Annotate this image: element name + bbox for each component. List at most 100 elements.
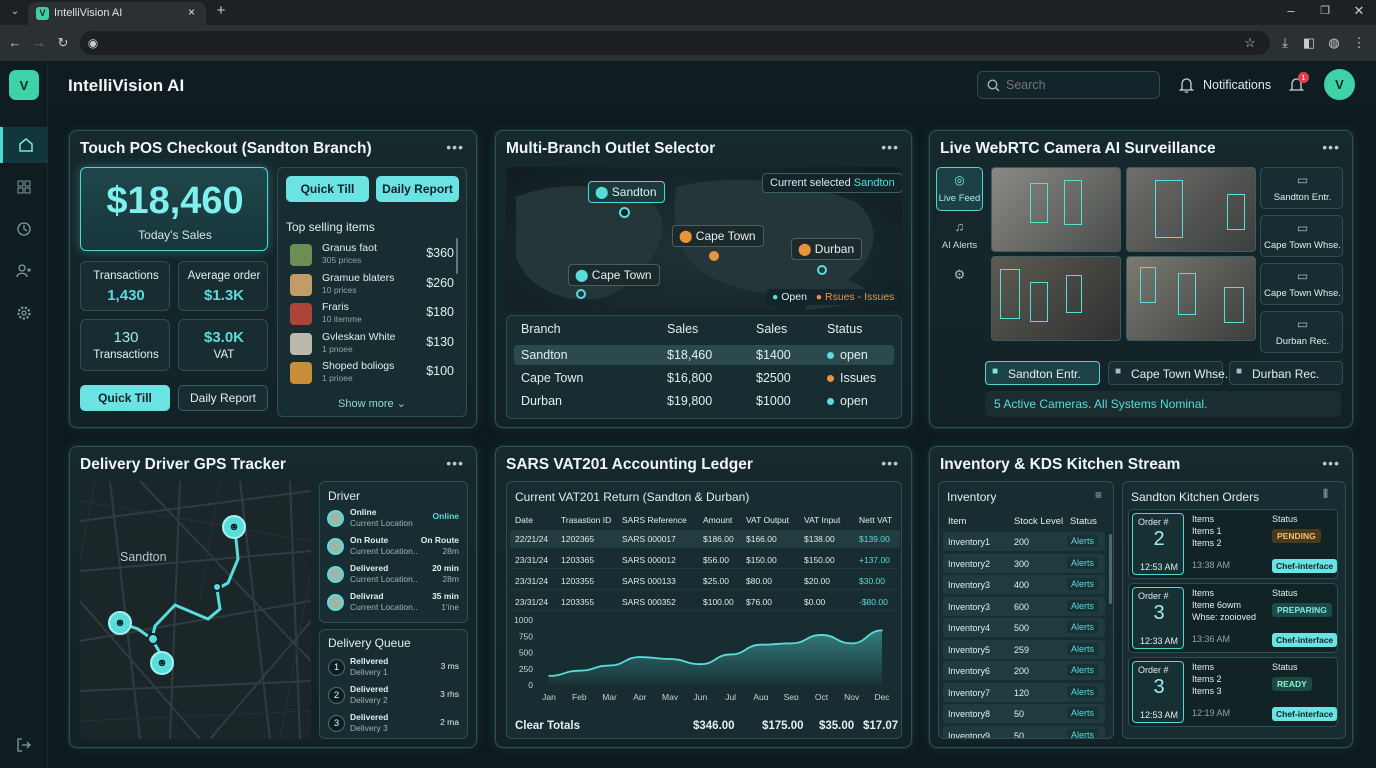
branch-table-row[interactable]: Durban $19,800 $1000 open [514,391,894,411]
quick-till-top-button[interactable]: Quick Till [286,176,369,202]
bell-icon[interactable] [1179,77,1194,93]
close-window-icon[interactable]: ✕ [1353,3,1365,18]
camera-feed[interactable] [1126,167,1256,252]
more-options-icon[interactable]: ••• [881,139,899,155]
reload-icon[interactable]: ↻ [57,35,69,50]
notifications-label[interactable]: Notifications [1203,78,1272,92]
nav-clock-icon[interactable] [0,211,48,247]
site-info-icon[interactable]: ◉ [87,36,99,50]
driver-pin-1[interactable]: ☻ [222,515,246,539]
inventory-scrollbar[interactable] [1109,534,1112,604]
inventory-row[interactable]: Inventory8 50 Alerts [943,704,1105,723]
camera-source-button[interactable]: ▭ Cape Town Whse. [1260,263,1343,305]
kitchen-order-card[interactable]: Order #2 12:53 AM Items Items 1 Items 2 13:38… [1128,509,1338,579]
profile-icon[interactable]: ◍ [1328,35,1340,50]
driver-row[interactable]: Delivered Current Location.. 20 min 28m [324,562,465,588]
forward-icon[interactable]: → [32,35,46,50]
camera-tab[interactable]: ■ Durban Rec. [1229,361,1343,385]
inventory-row[interactable]: Inventory9 50 Alerts [943,725,1105,738]
camera-feed[interactable] [991,256,1121,341]
queue-row[interactable]: 2 Delivered Delivery 2 3 rhs [324,683,465,709]
queue-row[interactable]: 3 Delivered Delivery 3 2 ma [324,711,465,737]
inventory-row[interactable]: Inventory7 120 Alerts [943,682,1105,702]
app-logo[interactable]: V [9,70,39,100]
nav-home-icon[interactable] [0,127,48,163]
pin-cape-town-2[interactable]: ⬤ Cape Town [568,264,660,286]
user-avatar[interactable]: V [1324,69,1355,100]
nav-grid-icon[interactable] [0,169,48,205]
notification-bell-icon[interactable] [1289,77,1304,93]
search-input[interactable] [1006,77,1151,93]
daily-report-top-button[interactable]: Daily Report [376,176,459,202]
chef-interface-button[interactable]: Chef-interface [1272,633,1338,647]
pin-durban[interactable]: ⬤ Durban [791,238,863,260]
inventory-row[interactable]: Inventory5 259 Alerts [943,639,1105,659]
more-options-icon[interactable]: ••• [1322,455,1340,471]
vat-table-row[interactable]: 22/21/24 1202365 SARS 000017 $186.00 $166.00… [510,530,900,548]
download-icon[interactable]: ⤓ [1282,35,1288,50]
branch-table-row[interactable]: Cape Town $16,800 $2500 Issues [514,368,894,388]
quick-till-button[interactable]: Quick Till [80,385,170,411]
browser-tab[interactable]: V IntelliVision AI × [28,2,206,25]
url-field[interactable]: ◉ [80,31,1270,55]
browser-menu-icon[interactable]: ⋮ [1352,35,1366,50]
search-box[interactable] [977,71,1160,99]
maximize-icon[interactable]: ❐ [1320,5,1330,17]
driver-pin-2[interactable]: ☻ [108,611,132,635]
queue-row[interactable]: 1 Rellvered Delivery 1 3 ms [324,655,465,681]
video-camera-icon: ▭ [1296,173,1309,187]
vat-table-row[interactable]: 23/31/24 1203355 SARS 000133 $25.00 $80.00 $2… [510,572,900,590]
inventory-row[interactable]: Inventory3 600 Alerts [943,596,1105,616]
back-icon[interactable]: ← [8,35,22,50]
bookmark-star-icon[interactable]: ☆ [1244,35,1256,50]
order-item: Iteme 6owm [1192,600,1242,610]
more-options-icon[interactable]: ••• [1322,139,1340,155]
inventory-row[interactable]: Inventory6 200 Alerts [943,661,1105,680]
more-options-icon[interactable]: ••• [446,139,464,155]
pin-cape-town[interactable]: ⬤ Cape Town [672,225,764,247]
sidepanel-icon[interactable]: ◧ [1302,35,1316,50]
ai-brain-icon[interactable]: ⚙ [953,267,966,282]
ai-alerts-tab[interactable]: ♫ AI Alerts [936,217,983,257]
camera-feed[interactable] [1126,256,1256,341]
nav-logout-icon[interactable] [0,727,48,763]
tab-close-icon[interactable]: × [188,5,196,19]
tab-search-icon[interactable]: ⌄ [10,6,20,17]
new-tab-button[interactable]: + [216,2,226,19]
inventory-row[interactable]: Inventory4 500 Alerts [943,618,1105,637]
daily-report-button[interactable]: Daily Report [178,385,268,411]
driver-row[interactable]: Online Current Location Online [324,506,465,532]
camera-source-button[interactable]: ▭ Durban Rec. [1260,311,1343,353]
more-options-icon[interactable]: ••• [446,455,464,471]
minimize-icon[interactable]: – [1287,3,1295,18]
driver-pin-3[interactable]: ☻ [150,651,174,675]
camera-feed[interactable] [991,167,1121,252]
inventory-row[interactable]: Inventory1 200 Alerts [943,532,1105,551]
camera-source-button[interactable]: ▭ Cape Town Whse. [1260,215,1343,257]
driver-row[interactable]: On Route Current Location.. On Route 28m [324,534,465,560]
chef-interface-button[interactable]: Chef-interface [1272,707,1338,721]
gps-map[interactable]: Sandton ☻ ☻ ☻ [80,481,311,739]
vat-table-row[interactable]: 23/31/24 1203355 SARS 000352 $100.00 $76.00 $… [510,593,900,611]
branch-table-row[interactable]: Sandton $18,460 $1400 open [514,345,894,365]
inventory-row[interactable]: Inventory2 300 Alerts [943,553,1105,573]
camera-tab[interactable]: ■ Cape Town Whse. [1108,361,1228,385]
inventory-row[interactable]: Inventory3 400 Alerts [943,575,1105,594]
filter-icon[interactable]: ≡ [1095,488,1103,502]
nav-settings-gear-icon[interactable] [0,295,48,331]
camera-source-button[interactable]: ▭ Sandton Entr. [1260,167,1343,209]
branch-map[interactable]: Current selected Sandton ⬤ Sandton ⬤ Cap… [506,167,902,310]
live-feed-tab[interactable]: ◎ Live Feed [936,167,983,211]
columns-icon[interactable]: ⫴ [1323,487,1329,501]
pin-sandton[interactable]: ⬤ Sandton [588,181,665,203]
show-more-link[interactable]: Show more ⌄ [338,397,406,410]
camera-tab[interactable]: ■ Sandton Entr. [985,361,1100,385]
list-scrollbar[interactable] [456,238,458,274]
kitchen-order-card[interactable]: Order #3 12:33 AM Items Iteme 6owm Whse: zoo… [1128,583,1338,653]
kitchen-order-card[interactable]: Order #3 12:53 AM Items Items 2 Items 3 12:19… [1128,657,1338,727]
chef-interface-button[interactable]: Chef-interface [1272,559,1338,573]
more-options-icon[interactable]: ••• [881,455,899,471]
vat-table-row[interactable]: 23/31/24 1203365 SARS 000012 $56.00 $150.00 $… [510,551,900,569]
driver-row[interactable]: Delivrad Current Location.. 35 min 1'ine [324,590,465,616]
nav-users-icon[interactable] [0,253,48,289]
